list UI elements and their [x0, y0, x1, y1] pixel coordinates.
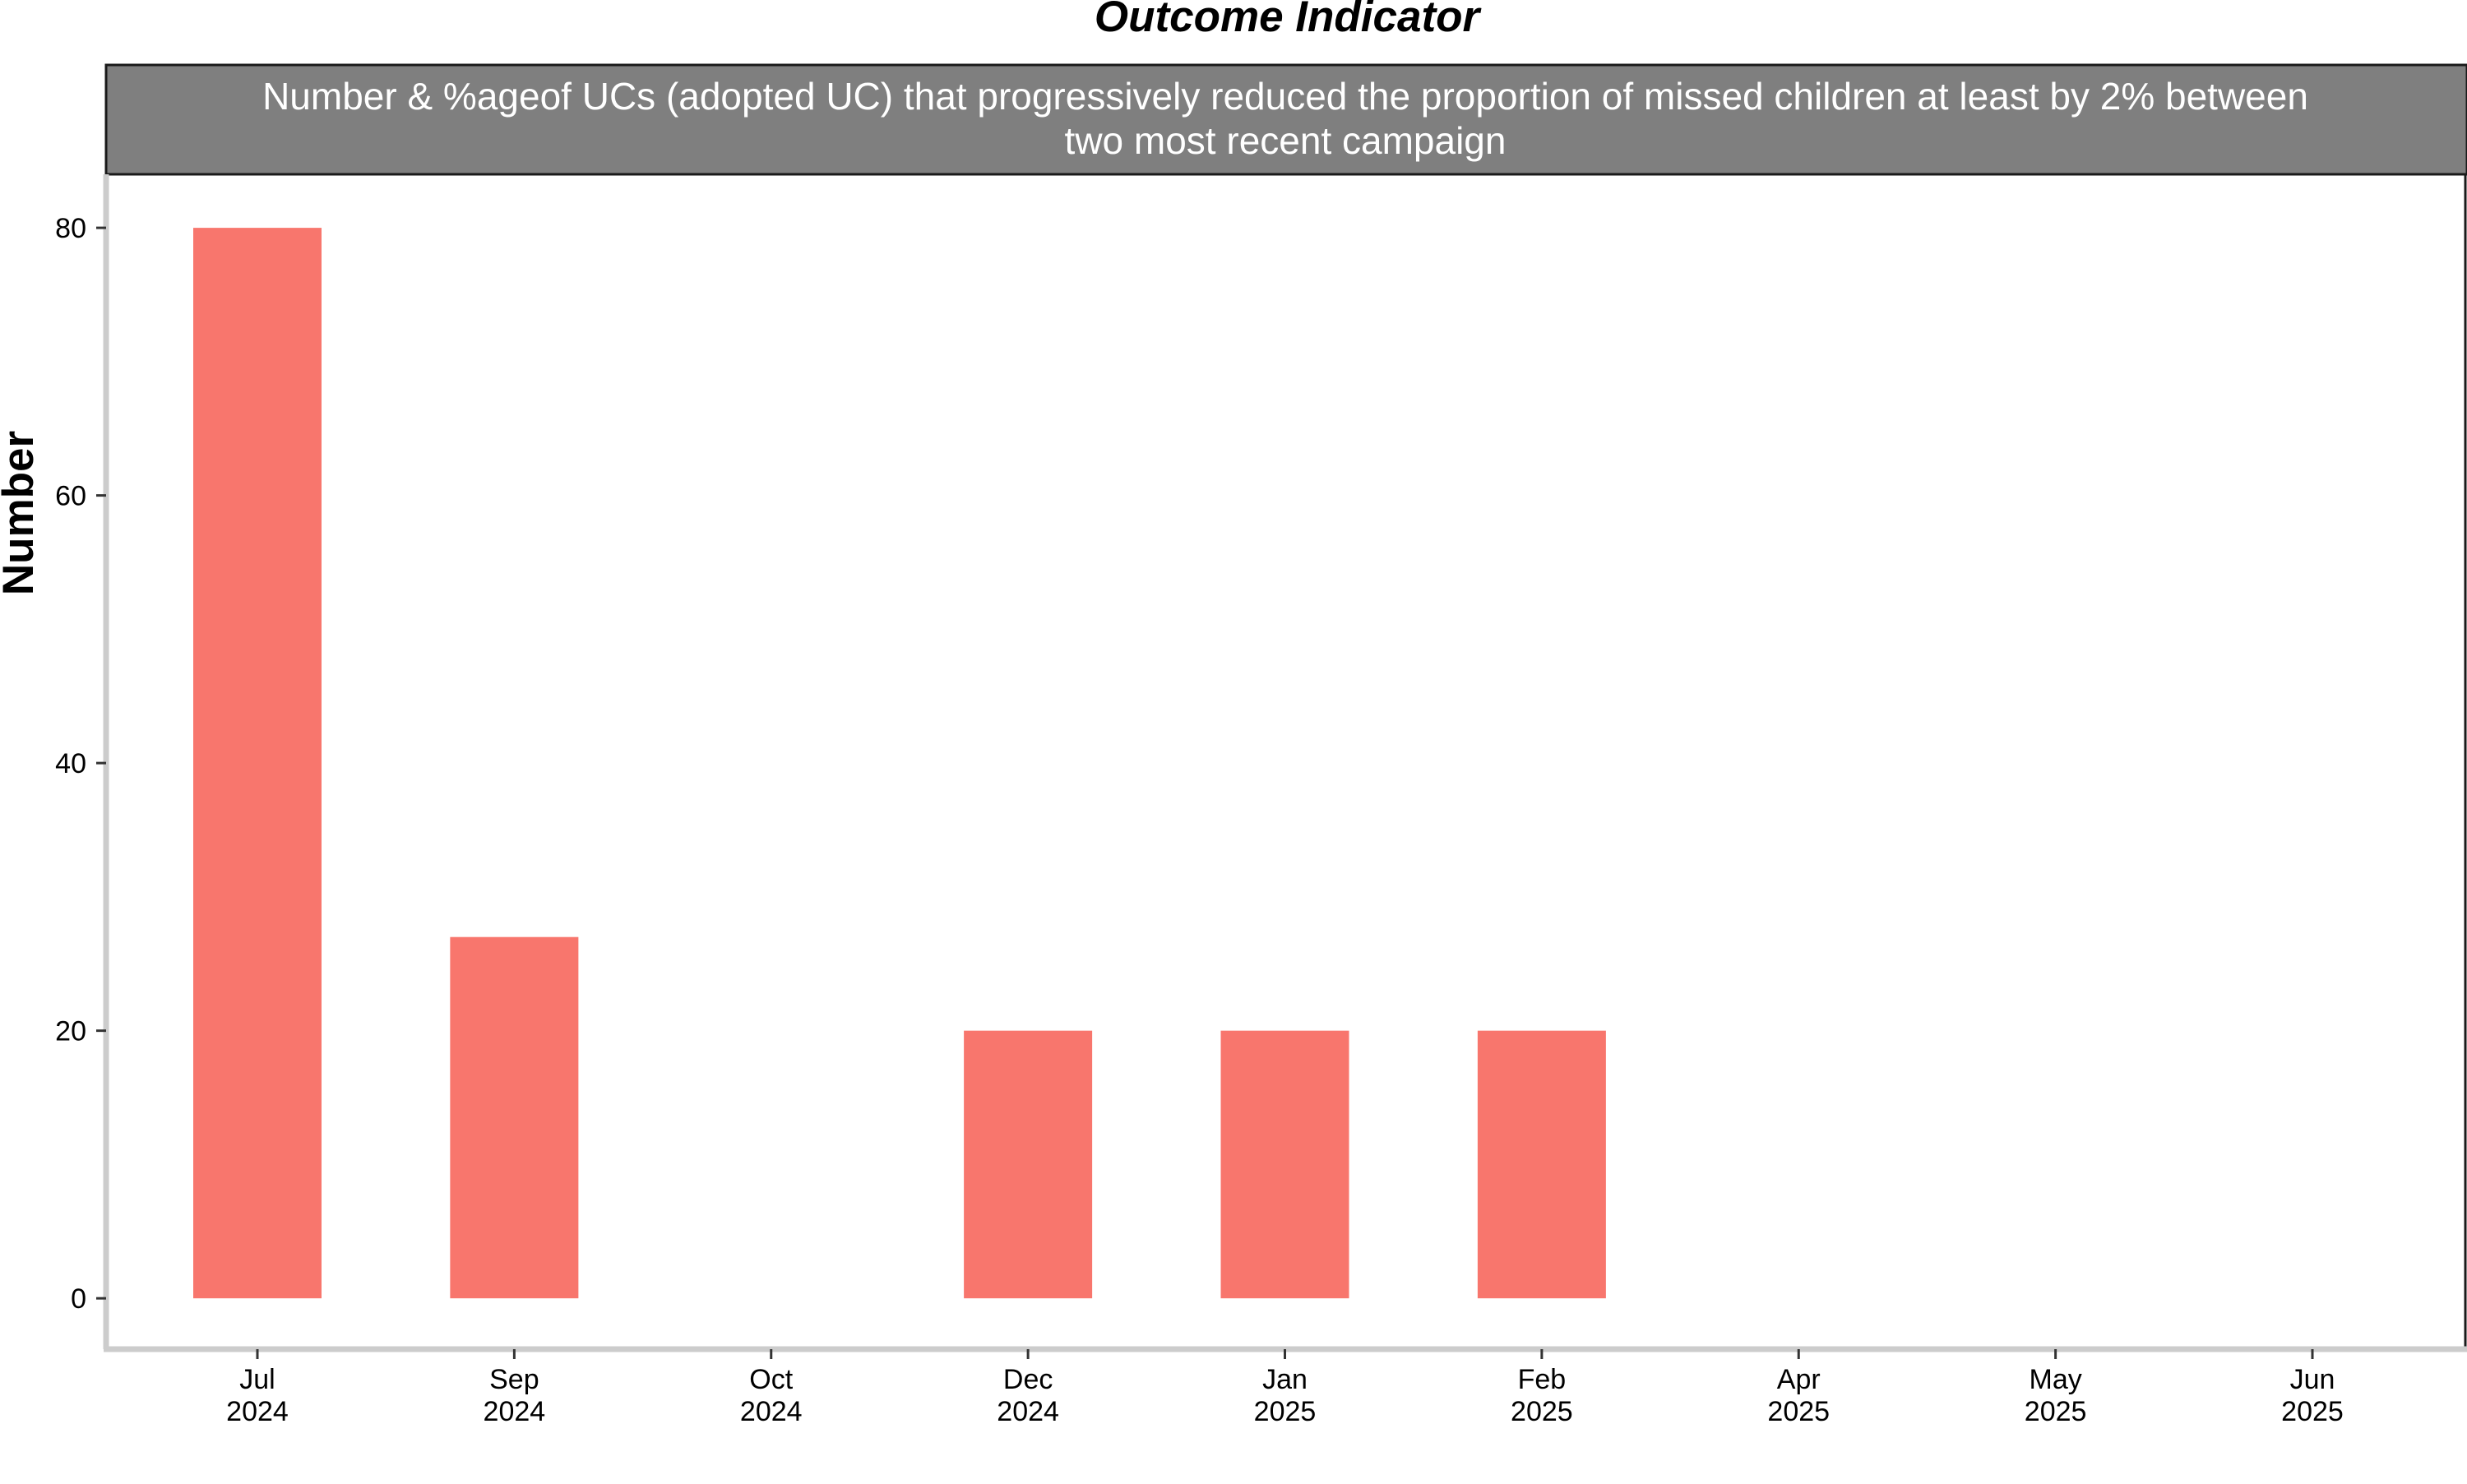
- facet-strip-background: [104, 63, 2467, 176]
- y-tick-label: 40: [55, 748, 86, 779]
- bar-jul-2024: [193, 228, 322, 1299]
- facet-strip: Number & %ageof UCs (adopted UC) that pr…: [104, 63, 2467, 176]
- x-axis: Jul 2024 Sep 2024 Oct 2024 Dec 2024 Jan 2025 Feb 20…: [226, 1349, 2344, 1427]
- bars-group: [193, 228, 1606, 1299]
- x-tick-label: Feb 2025: [1511, 1364, 1573, 1427]
- x-tick-label: Jun 2025: [2281, 1364, 2344, 1427]
- bar-dec-2024: [964, 1030, 1093, 1299]
- facet-strip-label-line-2: two most recent campaign: [1065, 119, 1507, 162]
- y-tick-label: 20: [55, 1016, 86, 1047]
- facet-strip-label-line-1: Number & %ageof UCs (adopted UC) that pr…: [262, 75, 2308, 118]
- chart-title: Outcome Indicator: [1095, 0, 1483, 41]
- y-axis: 0 20 40 60 80: [55, 213, 106, 1315]
- y-tick-label: 80: [55, 213, 86, 244]
- x-tick-label: Dec 2024: [997, 1364, 1059, 1427]
- x-tick-label: Oct 2024: [740, 1364, 803, 1427]
- y-tick-label: 60: [55, 481, 86, 512]
- bar-feb-2025: [1477, 1030, 1606, 1299]
- y-axis-title: Number: [0, 431, 43, 595]
- x-tick-label: Sep 2024: [484, 1364, 546, 1427]
- y-tick-label: 0: [71, 1283, 86, 1315]
- bar-jan-2025: [1220, 1030, 1349, 1299]
- x-tick-label: Jul 2024: [226, 1364, 289, 1427]
- bar-sep-2024: [450, 936, 579, 1299]
- x-tick-label: May 2025: [2025, 1364, 2087, 1427]
- x-tick-label: Apr 2025: [1767, 1364, 1830, 1427]
- x-tick-label: Jan 2025: [1254, 1364, 1317, 1427]
